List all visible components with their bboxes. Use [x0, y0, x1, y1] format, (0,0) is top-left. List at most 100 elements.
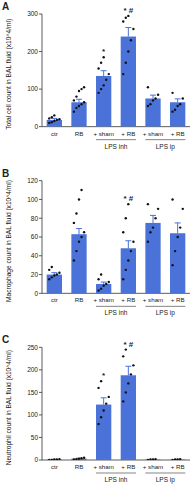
y-axis-label: Macrophage count in BAL fluid (x10^4/ml)	[5, 180, 13, 302]
data-point	[73, 110, 75, 112]
data-point	[130, 250, 132, 252]
data-point	[51, 276, 53, 278]
error-bar	[128, 28, 129, 37]
data-point	[56, 273, 58, 275]
y-tick	[39, 460, 42, 461]
data-point	[154, 458, 156, 460]
data-point	[147, 459, 149, 460]
x-tick-label: ctr	[51, 130, 58, 137]
data-point	[179, 226, 181, 228]
y-tick	[39, 255, 42, 256]
data-point	[176, 105, 178, 107]
error-cap	[125, 240, 131, 241]
data-point	[78, 90, 80, 92]
bar	[121, 248, 136, 293]
bar	[96, 284, 111, 293]
data-point	[149, 231, 151, 233]
error-cap	[175, 459, 181, 460]
error-cap	[51, 272, 57, 273]
significance-label: *	[102, 371, 106, 380]
data-point	[130, 373, 132, 375]
data-point	[100, 62, 102, 64]
data-point	[171, 110, 173, 112]
data-point	[97, 423, 99, 425]
group-label: LPS ip	[156, 309, 176, 317]
data-point	[58, 458, 60, 460]
data-point	[130, 39, 132, 41]
group-label: LPS ip	[156, 476, 176, 484]
x-tick-label: RB	[75, 130, 84, 137]
data-point	[125, 269, 127, 271]
x-tick-label: + RB	[121, 130, 135, 137]
x-tick-label: + sham	[93, 296, 113, 303]
error-bar	[153, 459, 154, 460]
data-point	[122, 278, 124, 280]
error-bar	[128, 366, 129, 375]
error-cap	[76, 228, 82, 229]
y-tick-label: 40	[31, 252, 39, 259]
data-point	[157, 208, 159, 210]
x-tick-label: + sham	[143, 130, 163, 137]
y-tick-label: 0	[34, 123, 38, 130]
data-point	[108, 73, 110, 75]
data-point	[78, 198, 80, 200]
data-point	[73, 222, 75, 224]
data-point	[108, 281, 110, 283]
bar	[170, 102, 185, 126]
bar	[121, 37, 136, 127]
data-point	[176, 236, 178, 238]
data-point	[122, 20, 124, 22]
error-cap	[125, 27, 131, 28]
data-point	[171, 264, 173, 266]
group-label: LPS inh	[105, 143, 128, 150]
data-point	[132, 240, 134, 242]
data-point	[147, 86, 149, 88]
data-point	[171, 92, 173, 94]
data-point	[105, 79, 107, 81]
x-tick-label: + sham	[143, 296, 163, 303]
data-point	[152, 99, 154, 101]
bar	[145, 223, 160, 293]
data-point	[53, 274, 55, 276]
y-tick	[39, 274, 42, 275]
error-bar	[177, 223, 178, 233]
y-tick	[39, 51, 42, 52]
y-tick-label: 200	[27, 366, 38, 373]
y-tick-label: 200	[27, 48, 38, 55]
group-bracket	[96, 473, 136, 474]
error-bar	[153, 215, 154, 223]
significance-label: * #	[123, 6, 133, 15]
x-axis	[42, 293, 190, 294]
data-point	[80, 236, 82, 238]
data-point	[53, 120, 55, 122]
data-point	[51, 266, 53, 268]
data-point	[174, 250, 176, 252]
group-bracket	[145, 139, 185, 140]
data-point	[127, 203, 129, 205]
group-bracket	[145, 473, 185, 474]
error-cap	[175, 222, 181, 223]
data-point	[125, 348, 127, 350]
data-point	[171, 459, 173, 460]
data-point	[125, 391, 127, 393]
x-axis	[42, 460, 190, 461]
error-cap	[76, 99, 82, 100]
data-point	[97, 289, 99, 291]
data-point	[125, 17, 127, 19]
data-point	[100, 273, 102, 275]
error-cap	[101, 397, 107, 398]
error-cap	[150, 95, 156, 96]
y-tick	[39, 180, 42, 181]
data-point	[48, 278, 50, 280]
data-point	[108, 396, 110, 398]
group-label: LPS inh	[105, 309, 128, 316]
y-tick-label: 50	[31, 434, 39, 441]
error-bar	[153, 95, 154, 98]
data-point	[122, 73, 124, 75]
group-bracket	[145, 306, 185, 307]
data-point	[122, 400, 124, 402]
panel: CNeutrophil count in BAL fluid (x10^4/ml…	[2, 334, 190, 484]
data-point	[174, 109, 176, 111]
x-tick-label: ctr	[51, 463, 58, 470]
x-tick-label: RB	[75, 296, 84, 303]
